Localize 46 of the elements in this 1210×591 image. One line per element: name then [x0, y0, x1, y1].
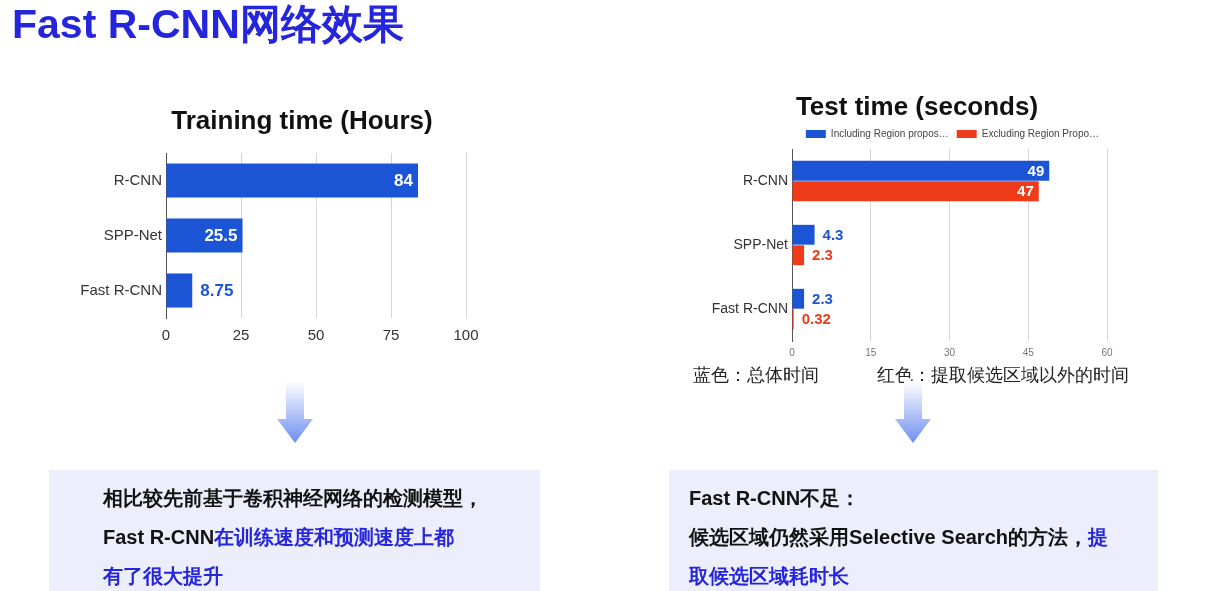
x-tick-label: 0: [161, 326, 171, 344]
text: Fast R-CNN不足：: [689, 486, 862, 511]
data-label: 2.3: [812, 289, 833, 307]
y-tick-label: Fast R-CNN: [80, 280, 162, 298]
x-tick-label: 60: [1101, 346, 1113, 358]
text: 取候选区域耗时长: [689, 565, 849, 587]
x-tick-label: 100: [453, 326, 479, 344]
bar: [792, 245, 805, 266]
bar: [792, 224, 815, 245]
bar: [792, 160, 1050, 181]
bar: [792, 181, 1039, 202]
data-label: 84: [394, 171, 414, 191]
text: 提: [1088, 526, 1108, 548]
data-label: 0.32: [801, 310, 831, 328]
x-tick-label: 0: [789, 346, 796, 358]
data-label: 25.5: [204, 226, 238, 246]
x-tick-label: 15: [865, 346, 877, 358]
data-label: 49: [1027, 161, 1045, 179]
chart-title: Training time (Hours): [170, 105, 434, 137]
x-tick-label: 30: [943, 346, 956, 358]
bar: [166, 273, 193, 308]
y-tick-label: SPP-Net: [733, 235, 789, 252]
legend-label: Including Region propos…: [830, 127, 949, 139]
data-label: 2.3: [812, 246, 833, 264]
x-tick-label: 45: [1022, 346, 1035, 358]
bar: [166, 163, 418, 198]
bar: [792, 288, 805, 309]
data-label: 47: [1017, 182, 1034, 200]
data-label: 4.3: [822, 225, 844, 243]
x-tick-label: 75: [382, 326, 400, 344]
x-tick-label: 50: [307, 326, 325, 344]
y-tick-label: R-CNN: [742, 171, 788, 188]
text: 在训练速度和预测速度上都: [214, 526, 455, 548]
data-label: 8.75: [200, 281, 234, 301]
text: 候选区域仍然采用Selective Search的方法，: [689, 526, 1088, 548]
y-tick-label: R-CNN: [113, 170, 162, 188]
chart-title: Test time (seconds): [794, 91, 1040, 123]
text: 有了很大提升: [103, 565, 223, 587]
y-tick-label: SPP-Net: [103, 225, 163, 243]
text: Fast R-CNN网络效果: [12, 1, 404, 47]
x-tick-label: 25: [232, 326, 250, 344]
text: 相比较先前基于卷积神经网络的检测模型，: [103, 487, 483, 509]
y-tick-label: Fast R-CNN: [711, 299, 788, 316]
text: 蓝色：总体时间: [693, 364, 819, 387]
bar: [166, 218, 243, 253]
legend-label: Excluding Region Propo…: [981, 127, 1100, 139]
